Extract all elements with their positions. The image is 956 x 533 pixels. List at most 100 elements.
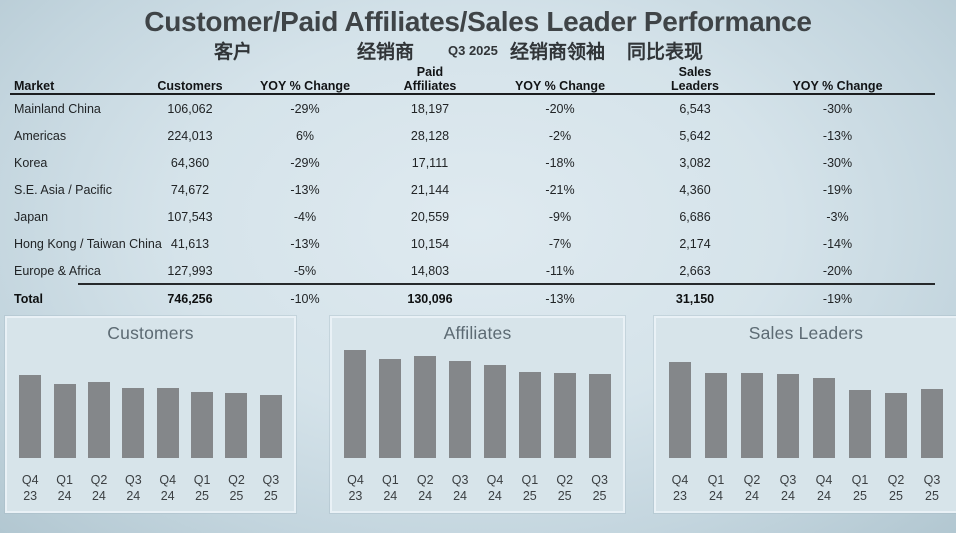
year-label: 24 bbox=[487, 489, 502, 503]
category-label: Q4 24 bbox=[806, 472, 842, 506]
value-cell: -30% bbox=[822, 155, 853, 170]
bar-column bbox=[842, 348, 878, 458]
column-header-line2: YOY % Change bbox=[514, 79, 606, 93]
year-label: 25 bbox=[853, 489, 867, 503]
quarter-label: Q1 bbox=[381, 473, 399, 487]
quarter-label: Q1 bbox=[56, 473, 73, 487]
total-divider bbox=[78, 283, 935, 285]
value-cell: 6% bbox=[295, 128, 315, 143]
quarter-label: Q2 bbox=[228, 473, 245, 487]
market-cell: Japan bbox=[14, 209, 49, 224]
value-cell: 5,642 bbox=[679, 128, 711, 143]
category-label: Q3 25 bbox=[254, 472, 288, 506]
bar-column bbox=[878, 348, 914, 458]
year-label: 25 bbox=[263, 489, 278, 503]
column-header-line1: Paid bbox=[416, 65, 444, 79]
category-label: Q2 24 bbox=[734, 472, 770, 506]
chart-title-affiliates: Affiliates bbox=[443, 323, 512, 343]
year-label: 25 bbox=[925, 489, 939, 503]
x-axis-labels-customers: Q4 23 Q1 24 Q2 24 Q3 24 Q4 24 Q1 25 Q2 25 Q3 25 bbox=[13, 472, 288, 506]
category-label: Q3 24 bbox=[116, 472, 150, 506]
value-cell: -20% bbox=[545, 101, 575, 116]
quarter-label: Q3 bbox=[779, 473, 797, 487]
bar-column bbox=[478, 348, 513, 458]
bar-column bbox=[512, 348, 547, 458]
value-cell: 2,174 bbox=[679, 236, 711, 251]
value-cell: 3,082 bbox=[679, 155, 711, 170]
category-label: Q3 24 bbox=[770, 472, 806, 506]
value-cell: -7% bbox=[548, 236, 572, 251]
value-cell: 127,993 bbox=[167, 263, 213, 278]
bar bbox=[87, 382, 110, 458]
table-total-row: Total 746,256 -10% 130,096 -13% 31,150 -19% bbox=[10, 286, 915, 312]
value-cell: -19% bbox=[822, 182, 853, 197]
quarter-label: Q4 bbox=[21, 473, 39, 487]
category-label: Q3 25 bbox=[582, 472, 617, 506]
quarter-label: Q1 bbox=[707, 473, 725, 487]
bar-column bbox=[116, 348, 150, 458]
bar bbox=[777, 374, 799, 458]
total-value-cell: 746,256 bbox=[167, 292, 213, 306]
total-value-cell: 130,096 bbox=[407, 292, 453, 306]
year-label: 24 bbox=[781, 489, 795, 503]
market-cell: Hong Kong / Taiwan China bbox=[14, 236, 162, 251]
total-value-cell: 31,150 bbox=[675, 292, 715, 306]
subtitle-affiliates-cn: 经销商 bbox=[357, 42, 415, 63]
value-cell: -20% bbox=[822, 263, 853, 278]
year-label: 24 bbox=[383, 489, 398, 503]
bar-column bbox=[662, 348, 698, 458]
bar-column bbox=[547, 348, 582, 458]
year-label: 24 bbox=[418, 489, 433, 503]
bar bbox=[379, 359, 402, 458]
value-cell: 14,803 bbox=[410, 263, 450, 278]
bar-column bbox=[582, 348, 617, 458]
category-label: Q1 24 bbox=[373, 472, 408, 506]
column-header: Market bbox=[10, 60, 140, 93]
bar-column bbox=[734, 348, 770, 458]
year-label: 23 bbox=[673, 489, 687, 503]
x-axis-labels-sales-leaders: Q4 23 Q1 24 Q2 24 Q3 24 Q4 24 Q1 25 Q2 25 Q3 25 bbox=[662, 472, 950, 506]
bar bbox=[885, 393, 907, 458]
category-label: Q1 25 bbox=[185, 472, 219, 506]
market-cell: Europe & Africa bbox=[14, 263, 101, 278]
value-cell: -13% bbox=[290, 236, 320, 251]
bar-column bbox=[408, 348, 443, 458]
period-label: Q3 2025 bbox=[448, 43, 498, 58]
bar-column bbox=[338, 348, 373, 458]
category-label: Q2 25 bbox=[219, 472, 253, 506]
bar-plot-affiliates bbox=[338, 348, 617, 458]
column-header: Paid Affiliates bbox=[370, 60, 490, 93]
quarter-label: Q4 bbox=[671, 473, 689, 487]
market-cell: Korea bbox=[14, 155, 48, 170]
year-label: 24 bbox=[160, 489, 175, 503]
value-cell: -2% bbox=[548, 128, 572, 143]
bar bbox=[588, 374, 611, 458]
bar-column bbox=[914, 348, 950, 458]
value-cell: 20,559 bbox=[410, 209, 450, 224]
year-label: 24 bbox=[57, 489, 72, 503]
subtitle-customers-cn: 客户 bbox=[214, 42, 253, 63]
chart-panel-affiliates: Affiliates Q4 23 Q1 24 Q2 24 Q3 24 Q4 24 Q1 25 Q2 25 Q… bbox=[329, 315, 626, 514]
bar-column bbox=[254, 348, 288, 458]
category-label: Q4 23 bbox=[662, 472, 698, 506]
column-header-line2: YOY % Change bbox=[792, 79, 883, 93]
subtitle: 客户 经销商 Q3 2025 经销商领袖 同比表现 bbox=[0, 37, 956, 65]
quarter-label: Q4 bbox=[815, 473, 833, 487]
bar-column bbox=[151, 348, 185, 458]
bar bbox=[518, 372, 541, 458]
bar bbox=[19, 375, 42, 458]
column-header-line2: Affiliates bbox=[403, 79, 457, 93]
value-cell: 2,663 bbox=[679, 263, 711, 278]
year-label: 24 bbox=[817, 489, 831, 503]
column-header-line2: YOY % Change bbox=[259, 79, 351, 93]
bar bbox=[483, 365, 506, 458]
column-header: YOY % Change bbox=[490, 60, 630, 93]
value-cell: 6,686 bbox=[679, 209, 711, 224]
market-cell: S.E. Asia / Pacific bbox=[14, 182, 112, 197]
column-header: Sales Leaders bbox=[630, 60, 760, 93]
bar bbox=[344, 350, 367, 458]
bar bbox=[849, 390, 871, 458]
bar bbox=[813, 378, 835, 458]
quarter-label: Q4 bbox=[347, 473, 364, 487]
value-cell: -4% bbox=[293, 209, 317, 224]
